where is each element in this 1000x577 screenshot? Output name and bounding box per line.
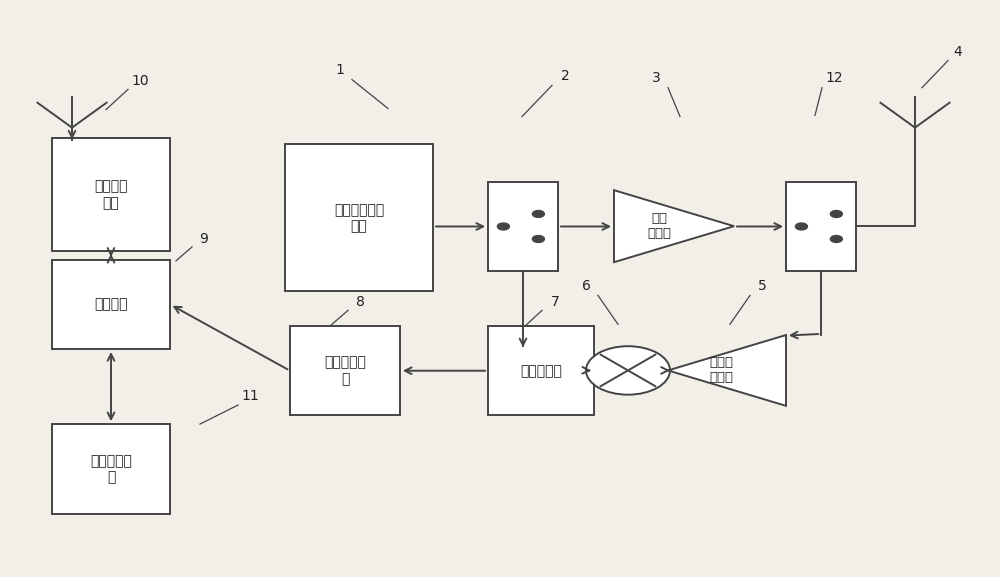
Circle shape: [497, 223, 509, 230]
Circle shape: [830, 211, 842, 218]
FancyBboxPatch shape: [786, 182, 856, 271]
Text: 扫频信号产生
模块: 扫频信号产生 模块: [334, 203, 384, 233]
Circle shape: [795, 223, 807, 230]
FancyBboxPatch shape: [52, 260, 170, 349]
FancyBboxPatch shape: [52, 424, 170, 514]
Text: 处理模块: 处理模块: [94, 297, 128, 312]
FancyBboxPatch shape: [290, 326, 400, 415]
Circle shape: [586, 346, 670, 395]
Text: 11: 11: [241, 389, 259, 403]
FancyBboxPatch shape: [285, 144, 433, 291]
Text: 3: 3: [652, 72, 660, 85]
Text: 4: 4: [954, 45, 962, 59]
Text: 无线信号
模块: 无线信号 模块: [94, 179, 128, 210]
FancyBboxPatch shape: [488, 326, 594, 415]
Text: 10: 10: [131, 74, 149, 88]
Text: 低噪声
放大器: 低噪声 放大器: [709, 357, 733, 384]
Polygon shape: [614, 190, 734, 262]
Text: 定时检测模
块: 定时检测模 块: [324, 355, 366, 386]
Polygon shape: [668, 335, 786, 406]
Text: 2: 2: [561, 69, 569, 83]
Text: 6: 6: [582, 279, 590, 293]
Text: 9: 9: [200, 233, 208, 246]
FancyBboxPatch shape: [488, 182, 558, 271]
Text: 8: 8: [356, 295, 364, 309]
Text: 7: 7: [551, 295, 559, 309]
FancyBboxPatch shape: [52, 138, 170, 251]
Text: 12: 12: [825, 72, 843, 85]
Text: 人机交互模
块: 人机交互模 块: [90, 454, 132, 484]
Text: 模数转换器: 模数转换器: [520, 364, 562, 378]
Text: 功率
放大器: 功率 放大器: [648, 212, 672, 240]
Circle shape: [532, 211, 544, 218]
Circle shape: [830, 235, 842, 242]
Text: 5: 5: [758, 279, 766, 293]
Circle shape: [532, 235, 544, 242]
Text: 1: 1: [336, 63, 344, 77]
